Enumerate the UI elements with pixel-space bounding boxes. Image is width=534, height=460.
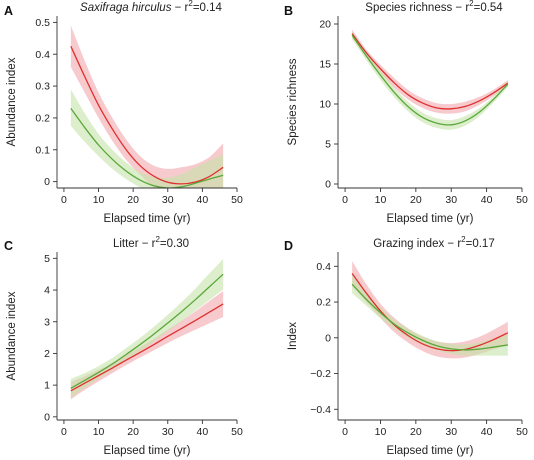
y-tick-label: 0.2 [35,113,50,125]
panel-title-superscript: 2 [461,235,466,244]
y-tick-label: 4 [44,285,50,297]
x-tick-label: 20 [410,194,422,206]
x-tick-label: 30 [162,426,174,438]
x-tick-label: 10 [93,426,105,438]
panel-title-stat-value: =0.30 [160,238,189,250]
x-tick-label: 50 [516,426,528,438]
panel-title-superscript: 2 [469,0,474,8]
panel-title-main: Litter [113,238,139,250]
x-tick-label: 10 [375,194,387,206]
panel-c: 0 10 20 30 40 50 0 1 2 3 4 5 Elapsed time (yr) Abunda… [4,235,243,457]
y-axis-title: Index [287,322,299,350]
panel-title-main: Species richness [365,2,452,14]
x-tick-label: 40 [481,426,493,438]
plot-area [70,258,224,400]
panel-title-stat-prefix: − r [452,2,469,14]
panel-d: 0 10 20 30 40 50 −0.4 −0.2 0 0.2 0.4 Elapsed time (… [284,235,528,457]
y-tick-label: 0.3 [35,81,50,93]
x-axis-title: Elapsed time (yr) [104,213,191,225]
fit-line-1 [351,273,509,352]
panel-title-main: Grazing index [373,238,444,250]
panel-title: Species richness − r2=0.54 [365,0,503,14]
x-tick-label: 0 [342,194,348,206]
y-tick-label: 0 [44,176,50,188]
fit-line-2 [70,107,224,188]
confidence-band-2 [70,258,224,398]
y-axis-title: Abundance index [6,291,18,380]
plot-area [70,25,224,188]
y-tick-label: 1 [44,380,50,392]
x-tick-label: 40 [197,426,209,438]
x-axis-title: Elapsed time (yr) [104,445,191,457]
x-axis-title: Elapsed time (yr) [387,445,474,457]
y-tick-label: −0.4 [310,404,331,416]
panel-title-stat-prefix: − r [444,238,461,250]
x-tick-label: 50 [516,194,528,206]
x-tick-label: 30 [445,426,457,438]
x-tick-label: 40 [481,194,493,206]
panel-title: Litter − r2=0.30 [113,235,189,250]
y-tick-label: 0 [325,179,331,191]
y-tick-label: 0 [325,332,331,344]
y-tick-label: 2 [44,348,50,360]
plot-area [351,29,509,130]
x-tick-label: 10 [375,426,387,438]
x-tick-label: 50 [231,194,243,206]
y-tick-label: 3 [44,316,50,328]
fit-line-2 [70,273,224,389]
fit-line-2 [351,34,509,126]
y-axis-title: Abundance index [6,57,18,146]
panel-title: Grazing index − r2=0.17 [373,235,494,250]
fit-line-1 [70,303,224,392]
y-tick-label: 10 [319,99,331,111]
panel-title-stat-prefix: − r [139,238,156,250]
x-tick-label: 10 [93,194,105,206]
y-axis-title: Species richness [287,58,299,145]
panel-title-stat-value: =0.14 [193,2,223,14]
panel-letter: D [284,239,293,253]
x-tick-label: 20 [127,426,139,438]
panel-b: 0 10 20 30 40 50 0 5 10 15 20 Elapsed time (yr) Spec… [284,0,528,225]
confidence-band-2 [352,31,508,130]
panel-title-stat-value: =0.17 [466,238,495,250]
y-tick-label: 20 [319,19,331,31]
panel-title: Saxifraga hirculus − r2=0.14 [80,0,222,14]
y-tick-label: 0.1 [35,144,50,156]
y-tick-label: 0.4 [35,49,50,61]
x-tick-label: 0 [61,194,67,206]
fit-line-1 [70,45,224,185]
panel-title-main: Saxifraga hirculus [80,2,172,14]
x-tick-label: 40 [197,194,209,206]
y-tick-label: 5 [44,253,50,265]
fit-line-1 [351,33,509,110]
panel-letter: A [4,4,13,18]
y-tick-label: 5 [325,139,331,151]
panel-title-stat-value: =0.54 [474,2,504,14]
panel-title-superscript: 2 [188,0,193,8]
y-tick-label: −0.2 [310,368,331,380]
plot-area [351,260,509,359]
x-tick-label: 30 [445,194,457,206]
x-tick-label: 20 [410,426,422,438]
x-tick-label: 0 [342,426,348,438]
fit-line-2 [351,283,508,351]
y-tick-label: 0.5 [35,17,50,29]
x-tick-label: 20 [127,194,139,206]
y-tick-label: 0.2 [316,297,331,309]
panel-title-superscript: 2 [155,235,160,244]
x-axis-title: Elapsed time (yr) [387,213,474,225]
x-tick-label: 30 [162,194,174,206]
x-tick-label: 0 [61,426,67,438]
y-tick-label: 15 [319,59,331,71]
panel-letter: B [284,4,293,18]
confidence-band-2 [70,89,224,188]
panel-letter: C [4,239,13,253]
x-tick-label: 50 [231,426,243,438]
panel-title-stat-prefix: − r [171,2,188,14]
panel-a: 0 10 20 30 40 50 0 0.1 0.2 0.3 0.4 0.5 Elapsed time … [4,0,243,225]
y-tick-label: 0 [44,411,50,423]
y-tick-label: 0.4 [316,261,331,273]
